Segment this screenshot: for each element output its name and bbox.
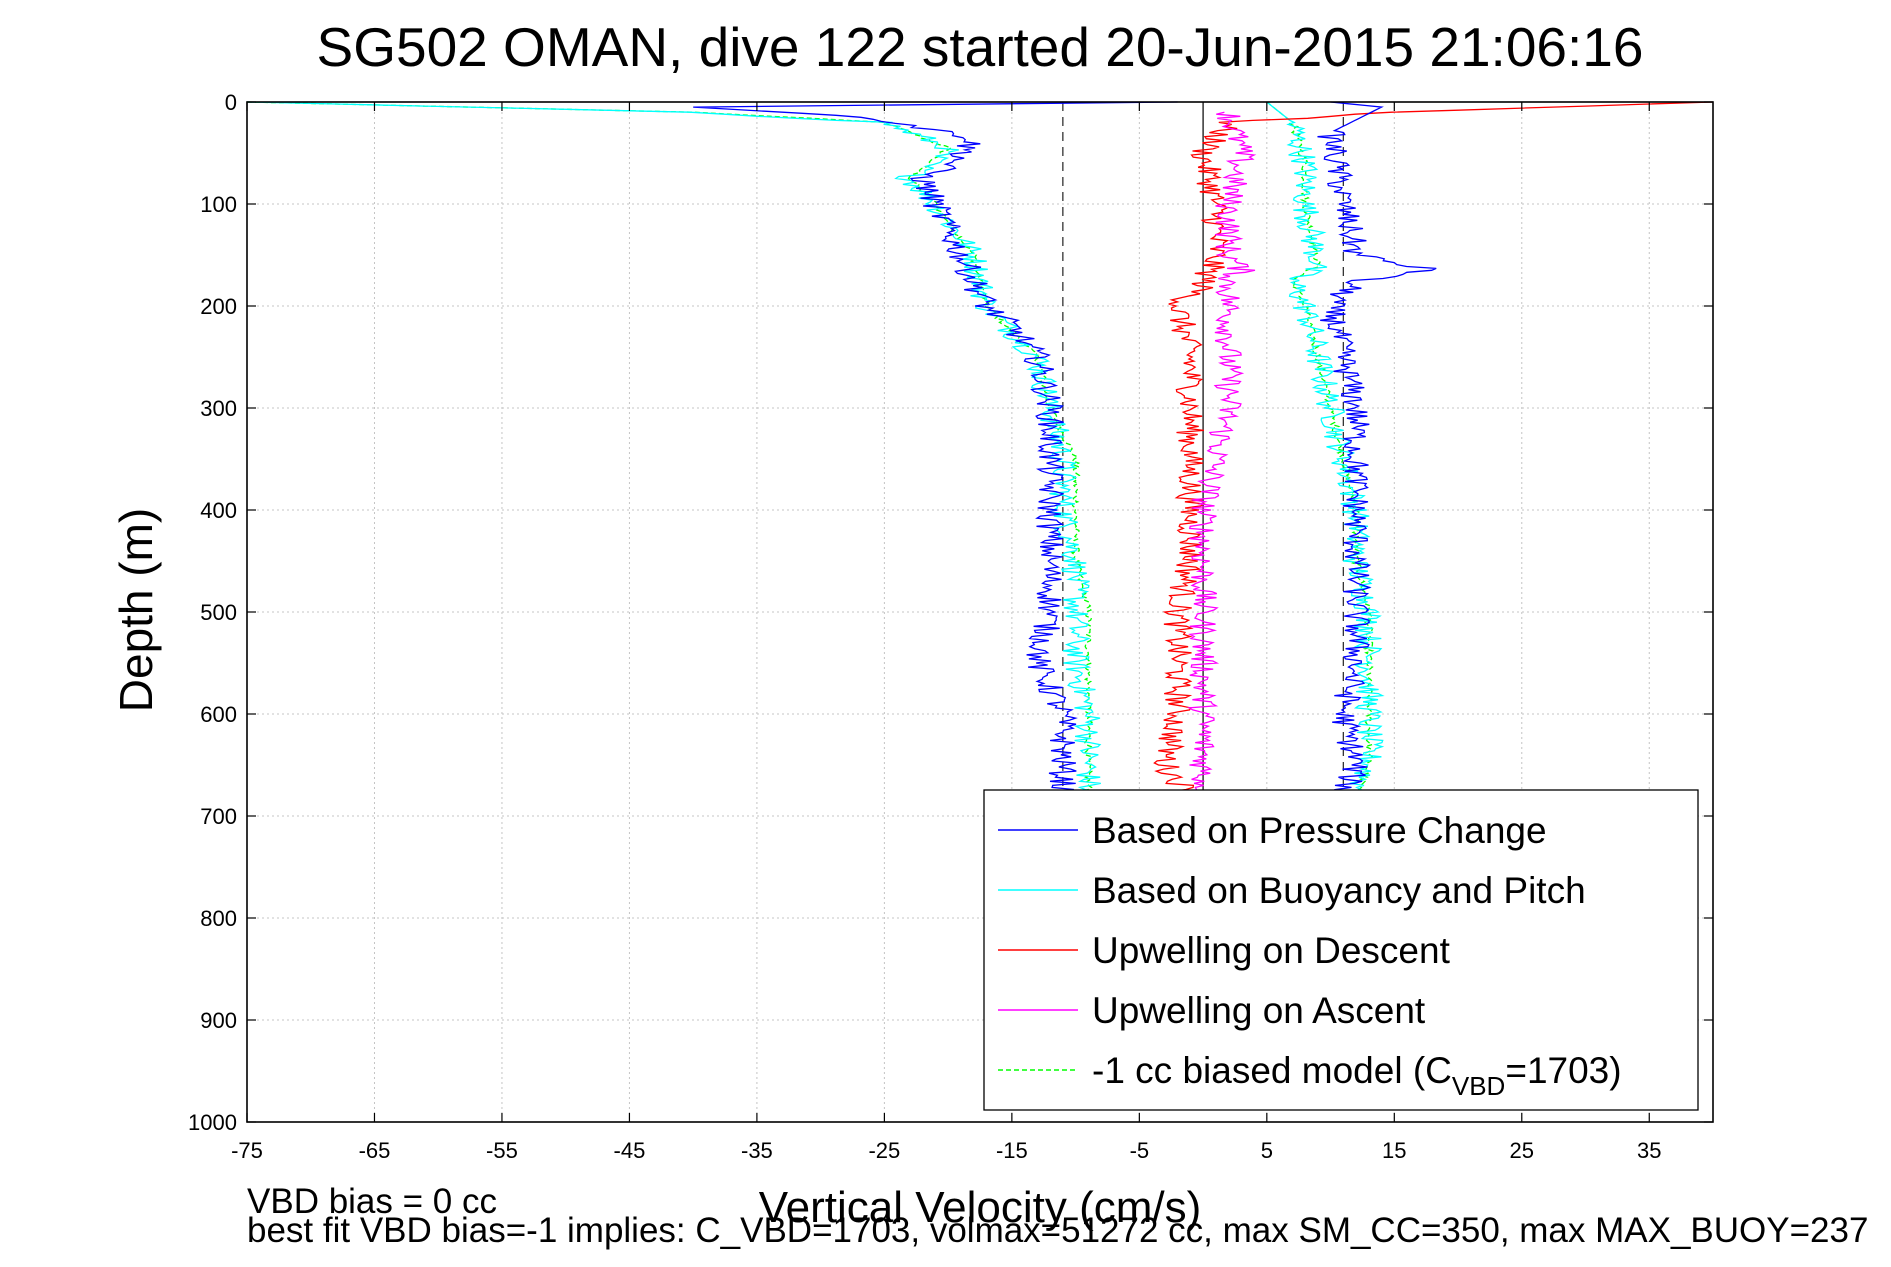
x-tick-label: 35 xyxy=(1637,1138,1661,1163)
series-line-2 xyxy=(1153,101,1714,797)
y-tick-label: 1000 xyxy=(188,1110,237,1135)
y-tick-label: 700 xyxy=(200,804,237,829)
x-tick-label: -65 xyxy=(359,1138,391,1163)
legend-label-0: Based on Pressure Change xyxy=(1092,810,1547,851)
y-tick-label: 0 xyxy=(225,90,237,115)
series-line-4-ascent xyxy=(1266,101,1375,797)
y-tick-label: 400 xyxy=(200,498,237,523)
tick-layer: -75 -65 -55 -45 -35 -25 -15 -5 5 15 25 350100200300… xyxy=(188,90,1713,1163)
x-tick-label: -75 xyxy=(231,1138,263,1163)
footer-vbd-bias: VBD bias = 0 cc xyxy=(247,1182,497,1221)
legend-box xyxy=(983,789,1699,1111)
x-tick-label: -25 xyxy=(868,1138,900,1163)
y-tick-label: 300 xyxy=(200,396,237,421)
x-tick-label: -55 xyxy=(486,1138,518,1163)
x-tick-label: -15 xyxy=(996,1138,1028,1163)
y-tick-label: 200 xyxy=(200,294,237,319)
series-line-4-descent xyxy=(246,101,1094,796)
y-tick-label: 600 xyxy=(200,702,237,727)
x-tick-label: 15 xyxy=(1382,1138,1406,1163)
legend-label-1: Based on Buoyancy and Pitch xyxy=(1092,870,1586,911)
y-tick-label: 800 xyxy=(200,906,237,931)
legend: Based on Pressure Change Based on Buoyanc… xyxy=(983,789,1699,1111)
series-layer xyxy=(246,101,1714,797)
y-tick-label: 500 xyxy=(200,600,237,625)
legend-label-2: Upwelling on Descent xyxy=(1092,930,1451,971)
x-tick-label: -35 xyxy=(741,1138,773,1163)
y-tick-label: 900 xyxy=(200,1008,237,1033)
series-line-0-ascent xyxy=(1317,101,1437,797)
legend-label-3: Upwelling on Ascent xyxy=(1092,990,1426,1031)
x-tick-label: 25 xyxy=(1510,1138,1534,1163)
x-axis-label: Vertical Velocity (cm/s) xyxy=(759,1183,1202,1232)
legend-label-subscript: VBD xyxy=(1452,1071,1505,1101)
series-line-0-descent xyxy=(693,101,1178,797)
x-tick-label: -5 xyxy=(1130,1138,1150,1163)
x-tick-label: 5 xyxy=(1261,1138,1273,1163)
series-line-3 xyxy=(1186,111,1257,797)
y-tick-label: 100 xyxy=(200,192,237,217)
chart-title: SG502 OMAN, dive 122 started 20-Jun-2015… xyxy=(317,16,1644,78)
x-tick-label: -45 xyxy=(614,1138,646,1163)
legend-label-suffix: =1703) xyxy=(1505,1050,1621,1091)
y-axis-label: Depth (m) xyxy=(110,508,162,712)
footer-best-fit: best fit VBD bias=-1 implies: C_VBD=1703… xyxy=(247,1211,1868,1250)
series-line-1-ascent xyxy=(1266,101,1385,797)
